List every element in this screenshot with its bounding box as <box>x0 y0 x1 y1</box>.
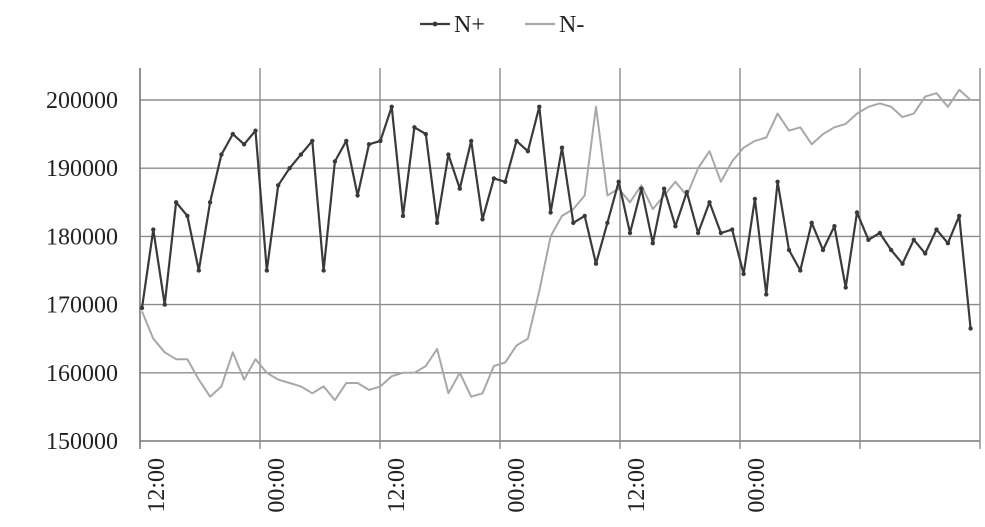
data-point <box>764 292 769 297</box>
data-point <box>276 183 281 188</box>
data-point <box>537 104 542 110</box>
data-point <box>888 247 894 253</box>
series-line-n-plus <box>140 105 972 329</box>
data-point <box>786 247 792 253</box>
data-point <box>219 152 224 157</box>
y-tick-label: 160000 <box>46 361 118 387</box>
data-point <box>571 220 576 225</box>
data-point <box>253 128 258 133</box>
data-point <box>673 224 678 229</box>
data-point <box>900 261 905 266</box>
data-point <box>173 200 179 205</box>
data-point <box>355 193 360 198</box>
data-point <box>616 179 621 184</box>
data-point <box>378 138 383 144</box>
data-point <box>650 241 655 246</box>
data-point <box>627 230 633 236</box>
data-point <box>525 149 531 154</box>
data-point <box>798 268 803 273</box>
data-point <box>480 217 485 222</box>
data-point <box>661 186 667 191</box>
data-point <box>752 196 758 202</box>
x-tick-label: 00:00 <box>264 458 290 513</box>
x-tick-label: 12:00 <box>384 458 410 513</box>
data-point <box>639 186 644 191</box>
data-point <box>968 326 973 331</box>
data-point <box>321 268 326 273</box>
x-tick-label: 00:00 <box>504 458 530 513</box>
data-point <box>741 271 746 277</box>
data-point <box>820 247 826 253</box>
data-point <box>185 213 190 219</box>
data-point <box>934 227 939 232</box>
data-point <box>854 210 860 215</box>
data-point <box>957 213 962 219</box>
x-tick-label: 00:00 <box>744 458 770 513</box>
data-point <box>310 138 315 144</box>
y-tick-label: 180000 <box>46 224 118 250</box>
data-point <box>718 230 724 236</box>
data-point <box>434 220 440 225</box>
data-point <box>196 268 201 273</box>
data-point <box>139 305 145 311</box>
data-point <box>264 268 269 273</box>
data-point <box>151 227 156 232</box>
y-tick-label: 150000 <box>46 429 118 455</box>
data-point <box>241 142 247 147</box>
legend-label: N+ <box>454 12 485 38</box>
data-point <box>389 104 394 110</box>
data-point <box>412 125 417 130</box>
legend-label: N- <box>559 12 584 38</box>
data-point <box>446 152 451 157</box>
data-point <box>366 142 372 147</box>
data-point <box>503 179 508 184</box>
data-point <box>775 179 780 184</box>
data-point <box>559 145 565 150</box>
data-point <box>298 152 304 157</box>
data-point <box>344 138 349 144</box>
data-point <box>923 251 928 256</box>
data-point <box>695 230 701 236</box>
data-point <box>400 213 406 219</box>
data-point <box>832 224 837 229</box>
data-point <box>707 200 712 205</box>
y-tick-label: 200000 <box>46 88 118 114</box>
x-axis-ticks: 12:00 00:00 12:00 00:00 12:00 00:00 <box>144 458 770 513</box>
data-point <box>593 261 599 266</box>
data-point <box>207 200 213 205</box>
data-point <box>469 138 474 144</box>
series-layer <box>139 88 973 402</box>
data-point <box>684 189 689 195</box>
x-tick-label: 12:00 <box>144 458 170 513</box>
data-point <box>866 237 871 242</box>
data-point <box>809 220 814 225</box>
data-point <box>548 210 553 215</box>
data-point <box>457 186 462 191</box>
data-point <box>162 302 167 307</box>
data-point <box>332 159 338 164</box>
data-point <box>911 237 916 242</box>
data-point <box>582 213 587 219</box>
data-point <box>287 166 292 171</box>
data-point <box>491 176 497 181</box>
data-point <box>843 285 848 290</box>
data-point <box>730 227 735 232</box>
y-tick-label: 170000 <box>46 293 118 319</box>
data-point <box>945 241 951 246</box>
y-axis-ticks: 150000 160000 170000 180000 190000 200000 <box>46 88 118 455</box>
data-point <box>230 131 235 137</box>
legend: N+ N- <box>420 12 584 38</box>
data-point <box>514 138 519 144</box>
y-tick-label: 190000 <box>46 156 118 182</box>
data-point <box>605 220 610 225</box>
data-point <box>423 131 428 137</box>
series-line-n-minus <box>141 88 972 402</box>
data-point <box>877 230 882 236</box>
legend-marker <box>432 21 438 27</box>
x-tick-label: 12:00 <box>624 458 650 513</box>
